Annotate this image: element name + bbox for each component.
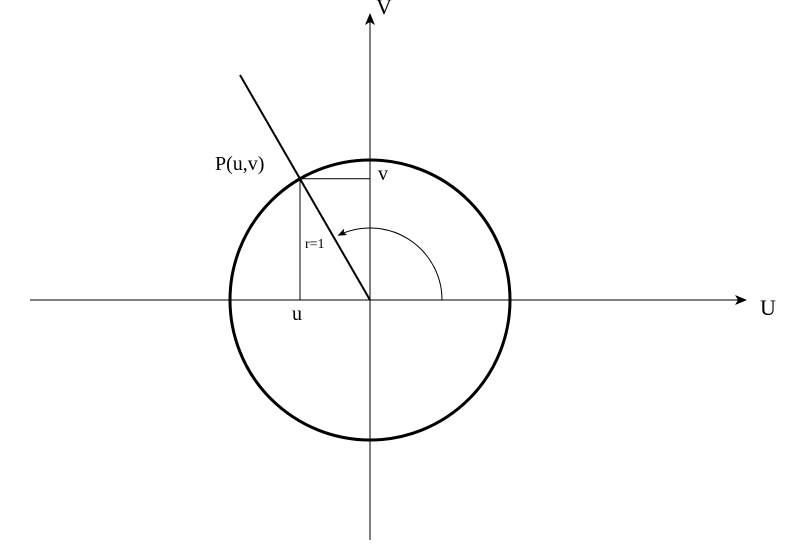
v-label: v xyxy=(378,163,388,185)
u-label: u xyxy=(292,303,302,325)
angle-arc xyxy=(338,228,442,300)
y-axis-label: V xyxy=(376,0,392,19)
radius-line xyxy=(240,75,370,300)
unit-circle-diagram: U V P(u,v) u v r=1 xyxy=(0,0,800,550)
point-p-label: P(u,v) xyxy=(215,153,264,175)
radius-label: r=1 xyxy=(305,237,325,252)
x-axis-label: U xyxy=(760,295,776,320)
